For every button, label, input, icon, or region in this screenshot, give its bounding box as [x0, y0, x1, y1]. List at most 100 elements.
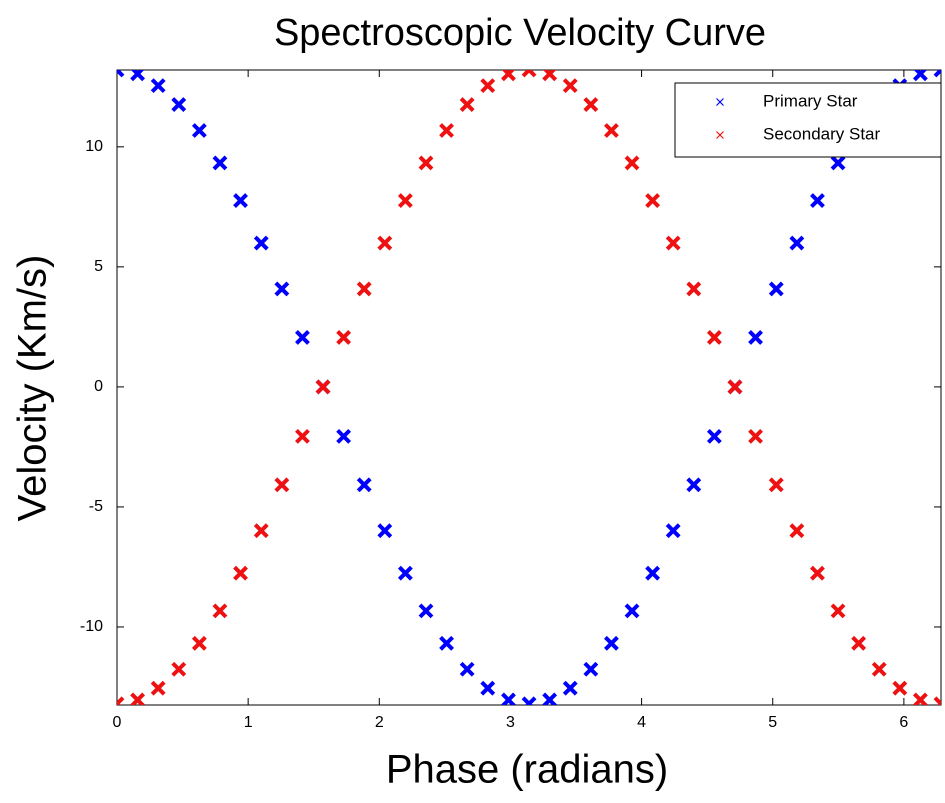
- marker: [768, 281, 784, 297]
- marker: [233, 565, 248, 581]
- marker: [439, 635, 454, 651]
- marker: [501, 692, 516, 705]
- marker: [315, 379, 331, 395]
- marker: [459, 97, 475, 112]
- marker: [912, 70, 928, 82]
- marker: [645, 193, 661, 209]
- y-axis-label: Velocity (Km/s): [11, 255, 55, 522]
- x-tick-label: 0: [113, 714, 122, 731]
- marker: [521, 696, 537, 705]
- marker: [933, 70, 941, 78]
- marker: [583, 97, 599, 112]
- marker: [336, 330, 352, 345]
- x-tick-label: 3: [506, 714, 515, 731]
- series: [117, 70, 941, 705]
- marker: [397, 565, 413, 581]
- marker: [150, 680, 166, 696]
- legend-box: [674, 82, 942, 158]
- marker: [295, 428, 310, 444]
- marker: [624, 155, 640, 171]
- y-tick-label: 0: [94, 378, 103, 395]
- x-tick-label: 4: [637, 714, 646, 731]
- y-tick-label: -5: [89, 498, 103, 515]
- legend-entry: Secondary Star: [716, 124, 881, 143]
- marker: [397, 193, 413, 209]
- marker: [356, 281, 372, 297]
- marker: [542, 692, 558, 705]
- marker: [892, 680, 908, 696]
- marker: [377, 523, 393, 539]
- marker: [748, 330, 763, 345]
- marker: [480, 680, 496, 696]
- marker: [727, 379, 743, 395]
- marker: [624, 603, 640, 619]
- marker: [212, 603, 228, 619]
- marker: [830, 155, 846, 171]
- marker: [171, 97, 187, 112]
- marker: [117, 696, 125, 705]
- marker: [562, 78, 578, 94]
- marker: [583, 661, 599, 677]
- marker: [686, 281, 702, 297]
- marker: [418, 155, 434, 171]
- marker: [212, 155, 228, 171]
- y-tick-label: -10: [80, 618, 103, 635]
- marker: [768, 477, 784, 493]
- marker: [253, 235, 269, 251]
- y-tick-label: 5: [94, 258, 103, 275]
- marker: [645, 565, 661, 581]
- marker: [871, 661, 887, 677]
- marker: [377, 235, 393, 251]
- x-axis-label: Phase (radians): [386, 748, 668, 792]
- marker: [233, 193, 248, 209]
- legend-entry: Primary Star: [716, 91, 858, 110]
- marker: [274, 281, 290, 297]
- marker: [336, 428, 352, 444]
- legend-label: Primary Star: [763, 91, 858, 110]
- marker: [830, 603, 846, 619]
- chart-title: Spectroscopic Velocity Curve: [274, 12, 766, 54]
- x-tick-label: 2: [375, 714, 384, 731]
- marker: [253, 523, 269, 539]
- plot-frame: [116, 69, 942, 706]
- marker: [686, 477, 702, 493]
- marker: [933, 696, 941, 705]
- marker: [706, 428, 722, 444]
- marker: [748, 428, 763, 444]
- marker: [789, 523, 805, 539]
- marker: [459, 661, 475, 677]
- marker: [665, 235, 681, 251]
- x-tick-label: 1: [244, 714, 253, 731]
- marker: [810, 565, 825, 581]
- marker: [521, 70, 537, 78]
- marker: [716, 131, 724, 139]
- marker: [130, 692, 146, 705]
- marker: [150, 78, 166, 94]
- marker: [191, 123, 207, 138]
- marker: [130, 70, 146, 82]
- marker: [706, 330, 722, 345]
- marker: [789, 235, 805, 251]
- marker: [912, 692, 928, 705]
- marker: [501, 70, 516, 82]
- x-tick-label: 6: [899, 714, 908, 731]
- marker: [274, 477, 290, 493]
- marker: [171, 661, 187, 677]
- marker: [665, 523, 681, 539]
- marker: [439, 123, 454, 138]
- legend-label: Secondary Star: [763, 124, 881, 143]
- marker: [810, 193, 825, 209]
- marker: [191, 635, 207, 651]
- marker: [418, 603, 434, 619]
- marker: [356, 477, 372, 493]
- marker: [716, 98, 724, 106]
- marker: [295, 330, 310, 345]
- marker: [542, 70, 558, 82]
- y-tick-label: 10: [85, 138, 103, 155]
- marker: [851, 635, 867, 651]
- marker: [480, 78, 496, 94]
- marker: [604, 635, 619, 651]
- marker: [562, 680, 578, 696]
- marker: [117, 70, 125, 78]
